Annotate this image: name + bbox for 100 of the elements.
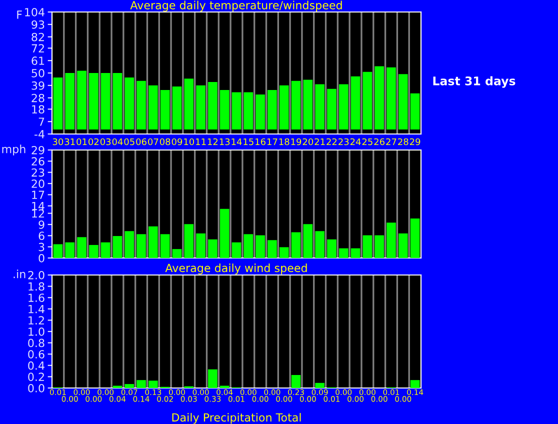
x-tick-label: 09 (172, 138, 182, 146)
bar (160, 234, 170, 258)
bar (208, 82, 218, 130)
y-tick-label: 72 (32, 44, 44, 52)
y-tick-label: 26 (32, 157, 44, 166)
y-tick-label: 0.4 (28, 361, 44, 370)
bar (184, 224, 194, 258)
y-tick-label: 7 (38, 118, 44, 126)
x-tick-label: 27 (386, 138, 396, 146)
x-tick-label: 18 (279, 138, 290, 146)
y-tick-label: 18 (32, 105, 44, 114)
bar (350, 248, 360, 258)
bar (386, 222, 396, 258)
x-tick-label: 29 (410, 138, 420, 146)
bar (398, 233, 408, 258)
bar (244, 92, 254, 130)
y-tick-label: 23 (32, 168, 44, 177)
x-tick-label: 11 (196, 138, 206, 146)
x-tick-label: 13 (220, 138, 230, 146)
bar (196, 233, 206, 258)
x-tick-label: 10 (184, 138, 194, 146)
y-tick-label: 1.4 (28, 305, 44, 314)
y-tick-label: 0 (38, 254, 44, 262)
x-tick-label: 01 (76, 138, 87, 146)
y-tick-label: 28 (32, 94, 44, 102)
bar (398, 74, 408, 130)
bar (77, 70, 86, 130)
y-tick-label: 93 (32, 20, 44, 29)
x-tick-label: 02 (88, 138, 98, 146)
bar (386, 67, 396, 130)
bar (100, 242, 110, 258)
y-tick-label: 12 (32, 209, 44, 218)
bar (124, 231, 134, 258)
bar (374, 66, 384, 130)
x-tick-label: 30 (52, 138, 64, 146)
bar (77, 237, 86, 258)
y-tick-label: 1.0 (28, 327, 44, 336)
y-tick-label: 9 (38, 220, 44, 229)
bar (53, 244, 63, 258)
y-tick-label: 50 (32, 68, 44, 78)
bar (291, 232, 301, 258)
bar (338, 84, 348, 130)
bar (136, 234, 146, 258)
bar (410, 218, 420, 258)
bar (268, 240, 277, 258)
bar (89, 73, 98, 130)
x-tick-label: 16 (256, 138, 266, 146)
y-tick-label: 1.6 (28, 294, 44, 302)
x-tick-label: 24 (350, 138, 361, 146)
bar (160, 90, 170, 130)
bar (232, 92, 242, 130)
bar (291, 80, 301, 130)
x-tick-label: 31 (64, 138, 75, 146)
y-axis-title: .in (14, 270, 26, 278)
x-tick-label: 26 (374, 138, 385, 146)
x-tick-label: 06 (136, 138, 146, 146)
y-tick-label: 0.2 (28, 372, 44, 382)
y-tick-label: 17 (32, 190, 44, 199)
text: Last 31 days (433, 76, 516, 88)
y-tick-label: 1.2 (28, 316, 44, 324)
bar (315, 382, 324, 388)
bar (303, 224, 313, 258)
y-tick-label: 0.8 (28, 338, 44, 348)
y-tick-label: 2.0 (28, 270, 44, 280)
bar (268, 90, 277, 130)
x-tick-label: 22 (326, 138, 337, 146)
y-tick-label: 39 (32, 81, 44, 90)
y-tick-label: 82 (32, 32, 44, 42)
x-tick-label: 14 (232, 138, 242, 146)
x-tick-label: 15 (244, 138, 254, 146)
bar (327, 239, 336, 258)
bar (374, 235, 384, 258)
bar (196, 85, 206, 130)
x-tick-label: 03 (100, 138, 111, 146)
bar (244, 234, 254, 258)
bar (208, 239, 218, 258)
bar (65, 242, 74, 258)
y-tick-label: 61 (32, 56, 44, 65)
y-tick-label: 20 (32, 179, 44, 188)
bar (172, 249, 182, 258)
bar (362, 72, 372, 130)
y-tick-label: 29 (32, 146, 44, 154)
bar (124, 78, 134, 130)
y-tick-label: 104 (25, 8, 44, 16)
bar (184, 78, 194, 130)
bar (303, 80, 313, 130)
bar (291, 375, 301, 388)
bar (410, 380, 420, 388)
chart-title: Average daily temperature/windspeed (130, 0, 342, 12)
x-axis-title: Daily Precipitation Total (172, 413, 301, 424)
bar (148, 226, 158, 258)
bar (148, 380, 158, 388)
bar (220, 90, 230, 130)
x-tick-label: 21 (314, 138, 325, 146)
bar (232, 242, 242, 258)
bar (124, 384, 134, 388)
y-tick-label: 14 (32, 202, 44, 210)
bar (279, 247, 289, 258)
bar (350, 76, 360, 130)
bar (136, 380, 146, 388)
